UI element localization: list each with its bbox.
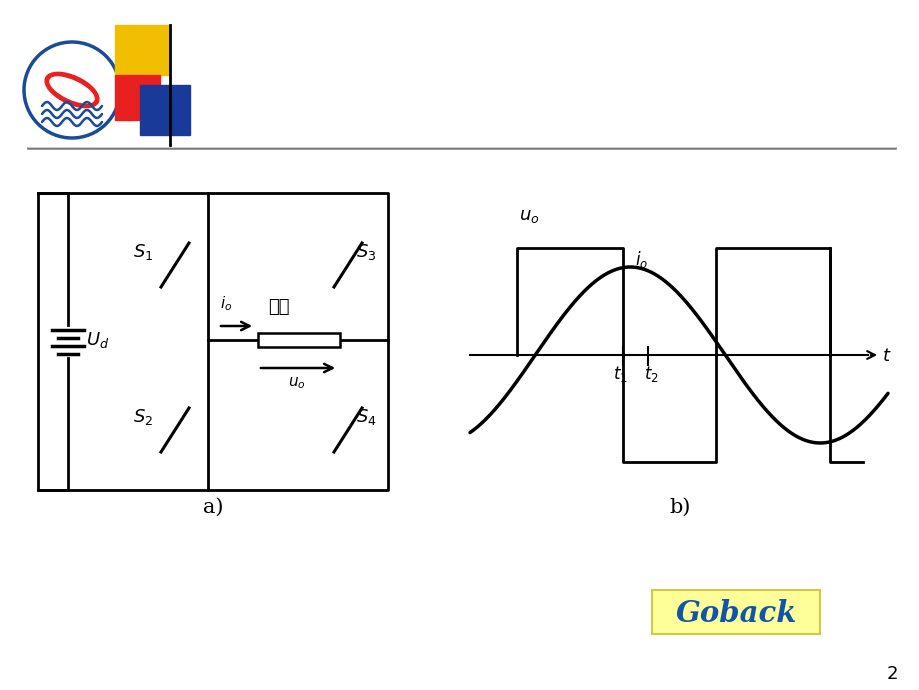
Text: Goback: Goback bbox=[675, 600, 796, 629]
Text: $S_2$: $S_2$ bbox=[133, 407, 153, 427]
Text: $U_d$: $U_d$ bbox=[85, 330, 109, 350]
Bar bbox=[257, 333, 340, 347]
Text: $t_1$: $t_1$ bbox=[612, 364, 627, 384]
Ellipse shape bbox=[50, 77, 94, 103]
Text: $i_o$: $i_o$ bbox=[634, 249, 648, 270]
Text: $u_o$: $u_o$ bbox=[288, 375, 305, 391]
Text: 2: 2 bbox=[885, 665, 897, 683]
Text: $t_2$: $t_2$ bbox=[643, 364, 658, 384]
Text: 负载: 负载 bbox=[267, 298, 289, 316]
Text: b): b) bbox=[669, 498, 690, 517]
Text: $i_o$: $i_o$ bbox=[220, 294, 232, 313]
Bar bbox=[652, 590, 819, 634]
Text: a): a) bbox=[202, 498, 223, 517]
Text: $u_o$: $u_o$ bbox=[518, 207, 539, 225]
Text: $S_4$: $S_4$ bbox=[356, 407, 376, 427]
Text: $S_1$: $S_1$ bbox=[133, 242, 153, 262]
Text: $S_3$: $S_3$ bbox=[356, 242, 376, 262]
Bar bbox=[115, 25, 170, 75]
Bar bbox=[115, 75, 160, 120]
Ellipse shape bbox=[45, 72, 99, 108]
Text: $t$: $t$ bbox=[881, 347, 891, 365]
Bar bbox=[140, 85, 190, 135]
